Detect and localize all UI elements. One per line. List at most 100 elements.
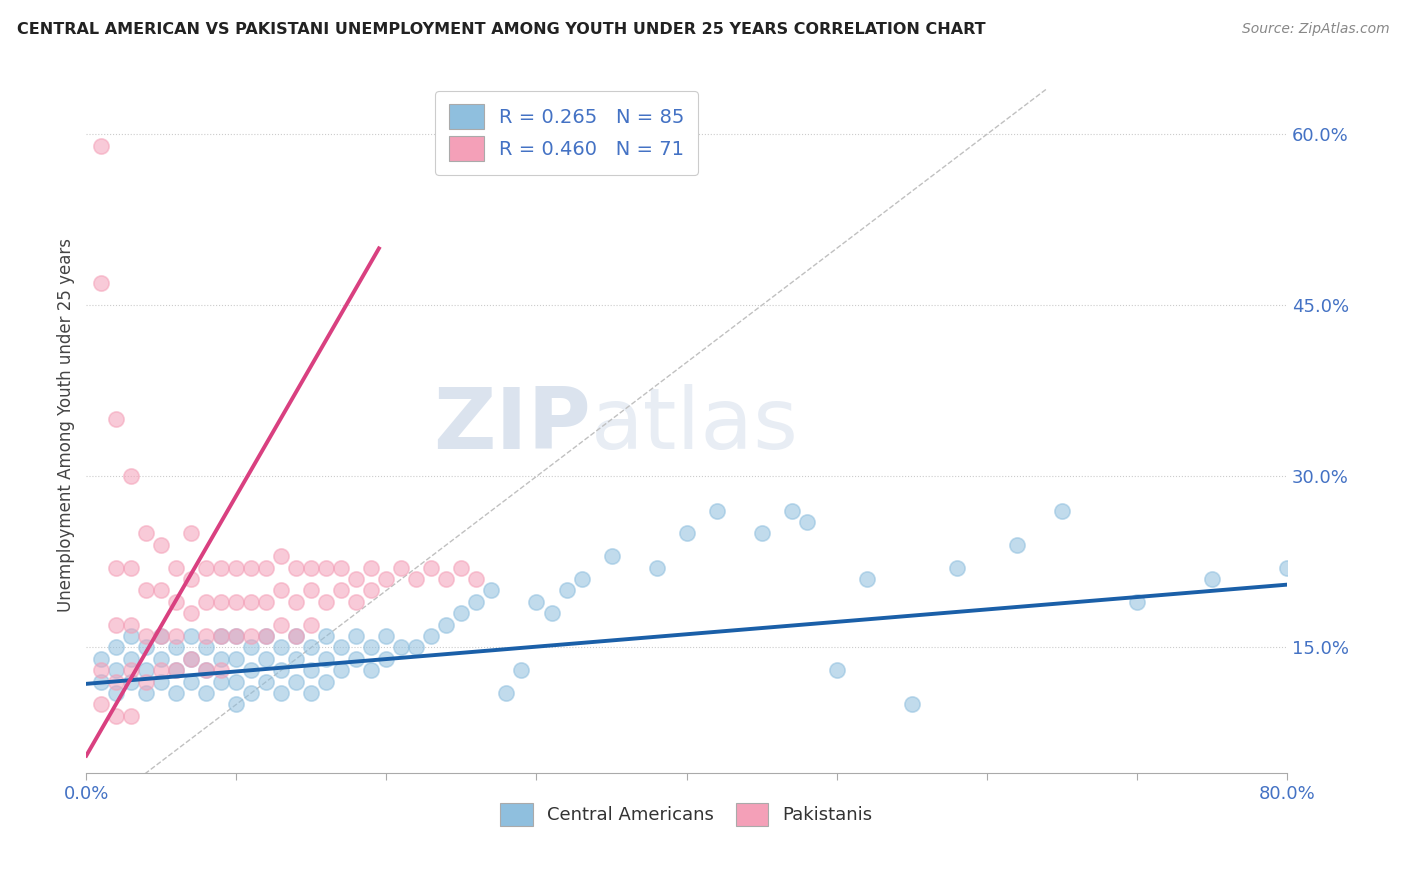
- Point: [195, 663, 218, 677]
- Point: [180, 606, 202, 620]
- Point: [360, 663, 382, 677]
- Point: [330, 583, 353, 598]
- Point: [225, 674, 247, 689]
- Point: [165, 595, 187, 609]
- Point: [195, 560, 218, 574]
- Point: [375, 572, 398, 586]
- Point: [270, 640, 292, 655]
- Point: [1005, 538, 1028, 552]
- Point: [135, 663, 157, 677]
- Point: [105, 617, 128, 632]
- Point: [645, 560, 668, 574]
- Point: [209, 595, 232, 609]
- Point: [420, 629, 443, 643]
- Point: [675, 526, 697, 541]
- Point: [209, 629, 232, 643]
- Text: Source: ZipAtlas.com: Source: ZipAtlas.com: [1241, 22, 1389, 37]
- Y-axis label: Unemployment Among Youth under 25 years: Unemployment Among Youth under 25 years: [58, 238, 75, 612]
- Point: [420, 560, 443, 574]
- Point: [90, 276, 112, 290]
- Text: CENTRAL AMERICAN VS PAKISTANI UNEMPLOYMENT AMONG YOUTH UNDER 25 YEARS CORRELATIO: CENTRAL AMERICAN VS PAKISTANI UNEMPLOYME…: [17, 22, 986, 37]
- Point: [330, 640, 353, 655]
- Point: [270, 663, 292, 677]
- Point: [105, 674, 128, 689]
- Point: [450, 560, 472, 574]
- Point: [375, 652, 398, 666]
- Point: [225, 595, 247, 609]
- Point: [209, 674, 232, 689]
- Point: [315, 652, 337, 666]
- Point: [481, 583, 503, 598]
- Point: [180, 572, 202, 586]
- Point: [465, 595, 488, 609]
- Point: [105, 708, 128, 723]
- Point: [225, 560, 247, 574]
- Point: [180, 526, 202, 541]
- Point: [120, 629, 142, 643]
- Point: [195, 595, 218, 609]
- Point: [135, 583, 157, 598]
- Point: [150, 663, 173, 677]
- Point: [150, 674, 173, 689]
- Point: [465, 572, 488, 586]
- Point: [510, 663, 533, 677]
- Point: [105, 663, 128, 677]
- Point: [209, 629, 232, 643]
- Point: [330, 560, 353, 574]
- Point: [195, 686, 218, 700]
- Point: [405, 640, 427, 655]
- Point: [315, 674, 337, 689]
- Point: [391, 560, 413, 574]
- Point: [330, 663, 353, 677]
- Point: [240, 663, 263, 677]
- Point: [285, 652, 308, 666]
- Point: [120, 617, 142, 632]
- Point: [120, 708, 142, 723]
- Point: [225, 652, 247, 666]
- Point: [165, 640, 187, 655]
- Point: [150, 538, 173, 552]
- Point: [299, 686, 322, 700]
- Point: [90, 652, 112, 666]
- Point: [270, 583, 292, 598]
- Point: [180, 674, 202, 689]
- Point: [344, 629, 367, 643]
- Point: [165, 663, 187, 677]
- Point: [180, 652, 202, 666]
- Point: [254, 629, 277, 643]
- Point: [240, 595, 263, 609]
- Point: [391, 640, 413, 655]
- Point: [540, 606, 562, 620]
- Point: [209, 652, 232, 666]
- Point: [105, 560, 128, 574]
- Point: [165, 686, 187, 700]
- Point: [120, 674, 142, 689]
- Point: [240, 686, 263, 700]
- Point: [240, 629, 263, 643]
- Point: [285, 674, 308, 689]
- Point: [195, 629, 218, 643]
- Point: [360, 640, 382, 655]
- Point: [825, 663, 848, 677]
- Point: [195, 663, 218, 677]
- Point: [495, 686, 517, 700]
- Point: [299, 583, 322, 598]
- Point: [375, 629, 398, 643]
- Point: [135, 640, 157, 655]
- Point: [270, 686, 292, 700]
- Point: [780, 503, 803, 517]
- Point: [285, 595, 308, 609]
- Point: [209, 663, 232, 677]
- Point: [270, 549, 292, 564]
- Point: [105, 640, 128, 655]
- Point: [450, 606, 472, 620]
- Point: [315, 560, 337, 574]
- Point: [360, 583, 382, 598]
- Point: [225, 629, 247, 643]
- Point: [436, 617, 458, 632]
- Point: [555, 583, 578, 598]
- Point: [150, 629, 173, 643]
- Point: [600, 549, 623, 564]
- Point: [225, 629, 247, 643]
- Point: [165, 663, 187, 677]
